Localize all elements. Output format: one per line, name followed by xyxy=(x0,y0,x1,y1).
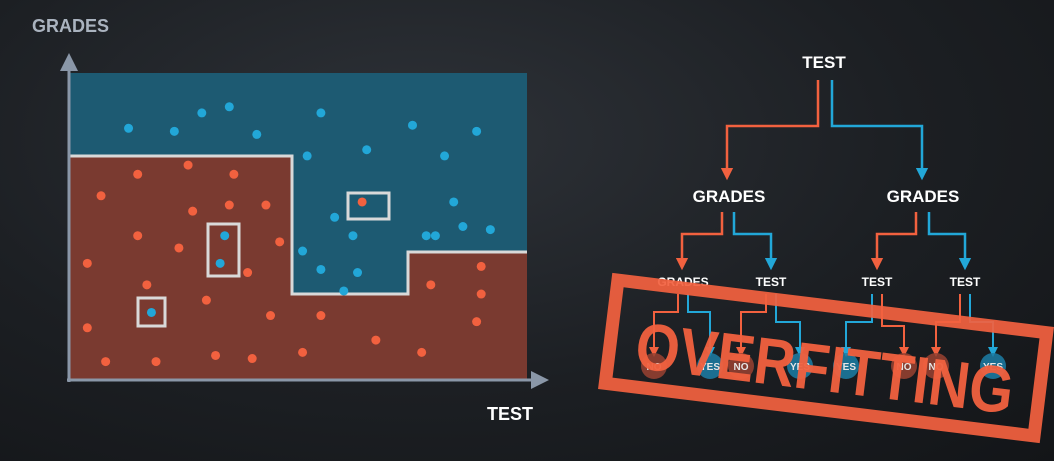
tree-node-grades-right: GRADES xyxy=(887,187,960,206)
leaf-label-7: YES xyxy=(983,362,1003,373)
leaf-label-6: NO xyxy=(929,362,944,373)
red-point-26 xyxy=(476,289,486,299)
red-point-22 xyxy=(371,335,381,345)
leaf-circle-1 xyxy=(697,353,723,379)
red-point-28 xyxy=(357,197,367,207)
red-point-13 xyxy=(201,295,211,305)
edge-l1-3 xyxy=(927,212,972,271)
scatter-plot: GRADES TEST xyxy=(32,16,549,424)
red-point-1 xyxy=(133,169,143,179)
red-point-14 xyxy=(266,311,276,321)
red-region xyxy=(69,156,527,380)
leaf-circle-5 xyxy=(891,353,917,379)
blue-point-0 xyxy=(124,123,134,133)
blue-point-17 xyxy=(421,231,431,241)
edge-l1-1 xyxy=(732,212,778,271)
blue-point-14 xyxy=(316,264,326,274)
leaf-circle-3 xyxy=(787,353,813,379)
leaf-label-1: YES xyxy=(700,362,720,373)
red-point-21 xyxy=(316,311,326,321)
blue-point-11 xyxy=(330,212,340,222)
edge-l1-2 xyxy=(870,212,918,271)
tree-root-node: TEST xyxy=(802,53,846,72)
red-point-10 xyxy=(174,243,184,253)
leaf-label-2: NO xyxy=(734,362,749,373)
blue-point-24 xyxy=(146,307,156,317)
tree-node-l2-2: TEST xyxy=(862,275,893,289)
blue-point-5 xyxy=(316,108,326,118)
blue-point-10 xyxy=(302,151,312,161)
red-point-5 xyxy=(224,200,234,210)
decision-tree: TEST GRADES GRADES GRADES TEST TEST TEST… xyxy=(641,53,1006,379)
red-point-3 xyxy=(229,169,239,179)
tree-node-l2-1: TEST xyxy=(756,275,787,289)
decision-boundary xyxy=(69,154,527,296)
red-point-12 xyxy=(275,237,285,247)
blue-point-13 xyxy=(298,246,308,256)
leaf-circle-2 xyxy=(728,353,754,379)
red-point-4 xyxy=(188,206,198,216)
blue-point-15 xyxy=(353,268,363,278)
red-point-16 xyxy=(101,357,111,367)
blue-point-9 xyxy=(472,126,482,136)
stamp-frame xyxy=(598,272,1054,444)
red-point-24 xyxy=(426,280,436,290)
red-point-20 xyxy=(298,347,308,357)
blue-point-22 xyxy=(220,231,230,241)
blue-point-23 xyxy=(215,258,225,268)
blue-point-7 xyxy=(408,120,417,130)
leaf-circle-0 xyxy=(641,353,667,379)
red-point-19 xyxy=(247,354,257,364)
tree-node-l2-3: TEST xyxy=(950,275,981,289)
red-point-18 xyxy=(211,350,221,360)
red-point-27 xyxy=(472,317,482,327)
red-point-8 xyxy=(82,258,92,268)
overfitting-stamp: OVERFITTING xyxy=(598,272,1054,444)
leaf-label-0: NO xyxy=(647,362,662,373)
red-point-7 xyxy=(133,231,143,241)
leaf-circle-4 xyxy=(833,353,859,379)
edge-leaf-3 xyxy=(775,294,805,357)
red-point-25 xyxy=(476,261,486,271)
blue-point-16 xyxy=(339,286,349,296)
blue-point-4 xyxy=(252,129,262,139)
leaf-circle-6 xyxy=(923,353,949,379)
edge-l1-0 xyxy=(675,212,724,271)
leaf-label-3: YES xyxy=(790,362,810,373)
red-point-6 xyxy=(261,200,271,210)
overfit-box-blue-single xyxy=(136,296,167,328)
edge-root-left xyxy=(720,80,820,181)
blue-point-1 xyxy=(169,126,179,136)
blue-point-2 xyxy=(197,108,207,118)
red-point-17 xyxy=(151,357,161,367)
data-points xyxy=(82,102,495,367)
red-point-15 xyxy=(82,323,92,333)
x-axis-label: TEST xyxy=(487,404,533,424)
tree-node-grades-left: GRADES xyxy=(693,187,766,206)
blue-point-3 xyxy=(224,102,234,112)
red-point-2 xyxy=(183,160,193,170)
blue-point-21 xyxy=(485,225,495,235)
tree-leaves: NO YES NO YES YES NO NO YES xyxy=(641,353,1006,379)
edge-root-right xyxy=(830,80,929,181)
blue-point-19 xyxy=(430,231,440,241)
red-point-0 xyxy=(96,191,106,201)
red-point-11 xyxy=(243,268,253,278)
leaf-label-5: NO xyxy=(897,362,912,373)
edge-leaf-0 xyxy=(649,294,679,357)
blue-point-8 xyxy=(440,151,450,161)
red-point-23 xyxy=(417,347,427,357)
blue-point-18 xyxy=(449,197,459,207)
red-point-9 xyxy=(142,280,152,290)
leaf-label-4: YES xyxy=(836,362,856,373)
blue-point-20 xyxy=(458,222,468,231)
y-axis-label: GRADES xyxy=(32,16,109,36)
blue-point-12 xyxy=(348,231,358,241)
blue-point-6 xyxy=(362,145,372,155)
edge-leaf-1 xyxy=(687,294,715,357)
leaf-circle-7 xyxy=(980,353,1006,379)
overfit-box-red-island xyxy=(346,191,391,221)
